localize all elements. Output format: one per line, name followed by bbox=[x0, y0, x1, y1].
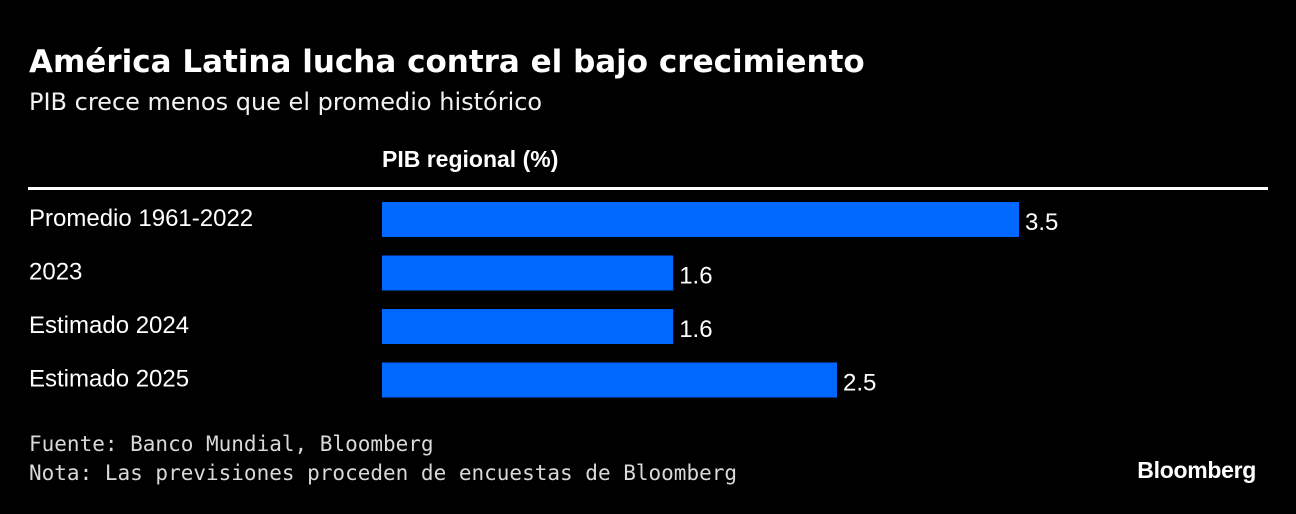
value-label: 1.6 bbox=[679, 316, 712, 343]
bar bbox=[382, 362, 837, 398]
chart-title: América Latina lucha contra el bajo crec… bbox=[29, 44, 865, 80]
category-label: Promedio 1961-2022 bbox=[29, 205, 253, 232]
bar bbox=[382, 202, 1019, 237]
bar bbox=[382, 255, 674, 291]
chart-subtitle: PIB crece menos que el promedio históric… bbox=[29, 88, 543, 116]
bloomberg-logo: Bloomberg bbox=[1137, 457, 1256, 483]
value-label: 2.5 bbox=[843, 370, 876, 397]
footnote: Nota: Las previsiones proceden de encues… bbox=[29, 461, 738, 485]
source-note: Fuente: Banco Mundial, Bloomberg bbox=[29, 432, 434, 456]
value-column-header: PIB regional (%) bbox=[382, 146, 559, 172]
category-label: 2023 bbox=[29, 259, 82, 286]
value-label: 1.6 bbox=[679, 263, 712, 290]
value-label: 3.5 bbox=[1025, 209, 1058, 236]
header-rule bbox=[28, 187, 1268, 190]
category-label: Estimado 2024 bbox=[29, 312, 189, 339]
bar bbox=[382, 309, 674, 344]
category-label: Estimado 2025 bbox=[29, 366, 189, 393]
